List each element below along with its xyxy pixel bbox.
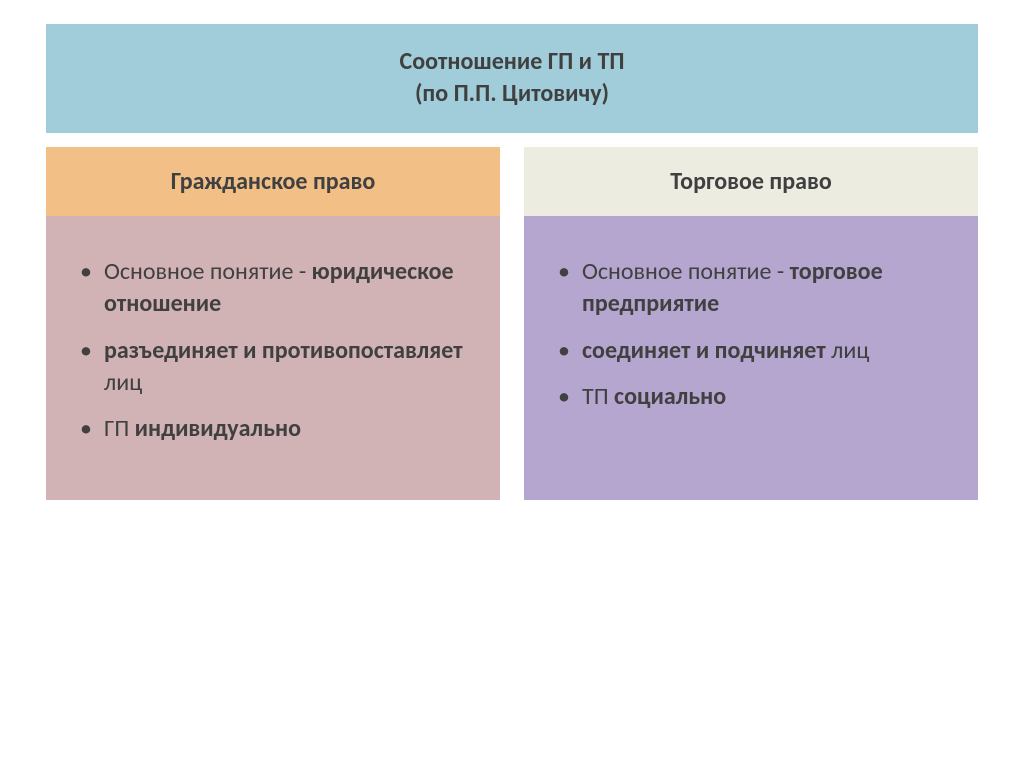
column-left-list: Основное понятие - юридическое отношение… (80, 256, 476, 446)
item-prefix: ТП (582, 382, 614, 411)
list-item: Основное понятие - юридическое отношение (80, 256, 476, 321)
list-item: ГП индивидуально (80, 413, 476, 445)
slide-title: Соотношение ГП и ТП (по П.П. Цитовичу) (46, 24, 978, 133)
item-bold: соединяет и подчиняет (582, 336, 826, 365)
item-bold: индивидуально (135, 414, 301, 443)
column-left: Гражданское право Основное понятие - юри… (46, 147, 500, 500)
list-item: ТП социально (558, 381, 954, 413)
list-item: разъединяет и противопоставляет лиц (80, 335, 476, 400)
item-suffix: лиц (826, 336, 870, 365)
title-line-1: Соотношение ГП и ТП (66, 46, 958, 78)
column-right-list: Основное понятие - торговое предприятие … (558, 256, 954, 414)
item-bold: социально (614, 382, 726, 411)
slide: Соотношение ГП и ТП (по П.П. Цитовичу) Г… (0, 0, 1024, 767)
item-prefix: Основное понятие - (104, 257, 312, 286)
item-prefix: ГП (104, 414, 135, 443)
item-prefix: Основное понятие - (582, 257, 790, 286)
item-bold: разъединяет и противопоставляет (104, 336, 463, 365)
column-right-header: Торговое право (524, 147, 978, 216)
column-right: Торговое право Основное понятие - торгов… (524, 147, 978, 500)
list-item: соединяет и подчиняет лиц (558, 335, 954, 367)
title-line-2: (по П.П. Цитовичу) (66, 78, 958, 110)
column-left-body: Основное понятие - юридическое отношение… (46, 216, 500, 500)
item-suffix: лиц (104, 368, 142, 397)
list-item: Основное понятие - торговое предприятие (558, 256, 954, 321)
column-right-body: Основное понятие - торговое предприятие … (524, 216, 978, 500)
comparison-columns: Гражданское право Основное понятие - юри… (46, 147, 978, 500)
column-left-header: Гражданское право (46, 147, 500, 216)
